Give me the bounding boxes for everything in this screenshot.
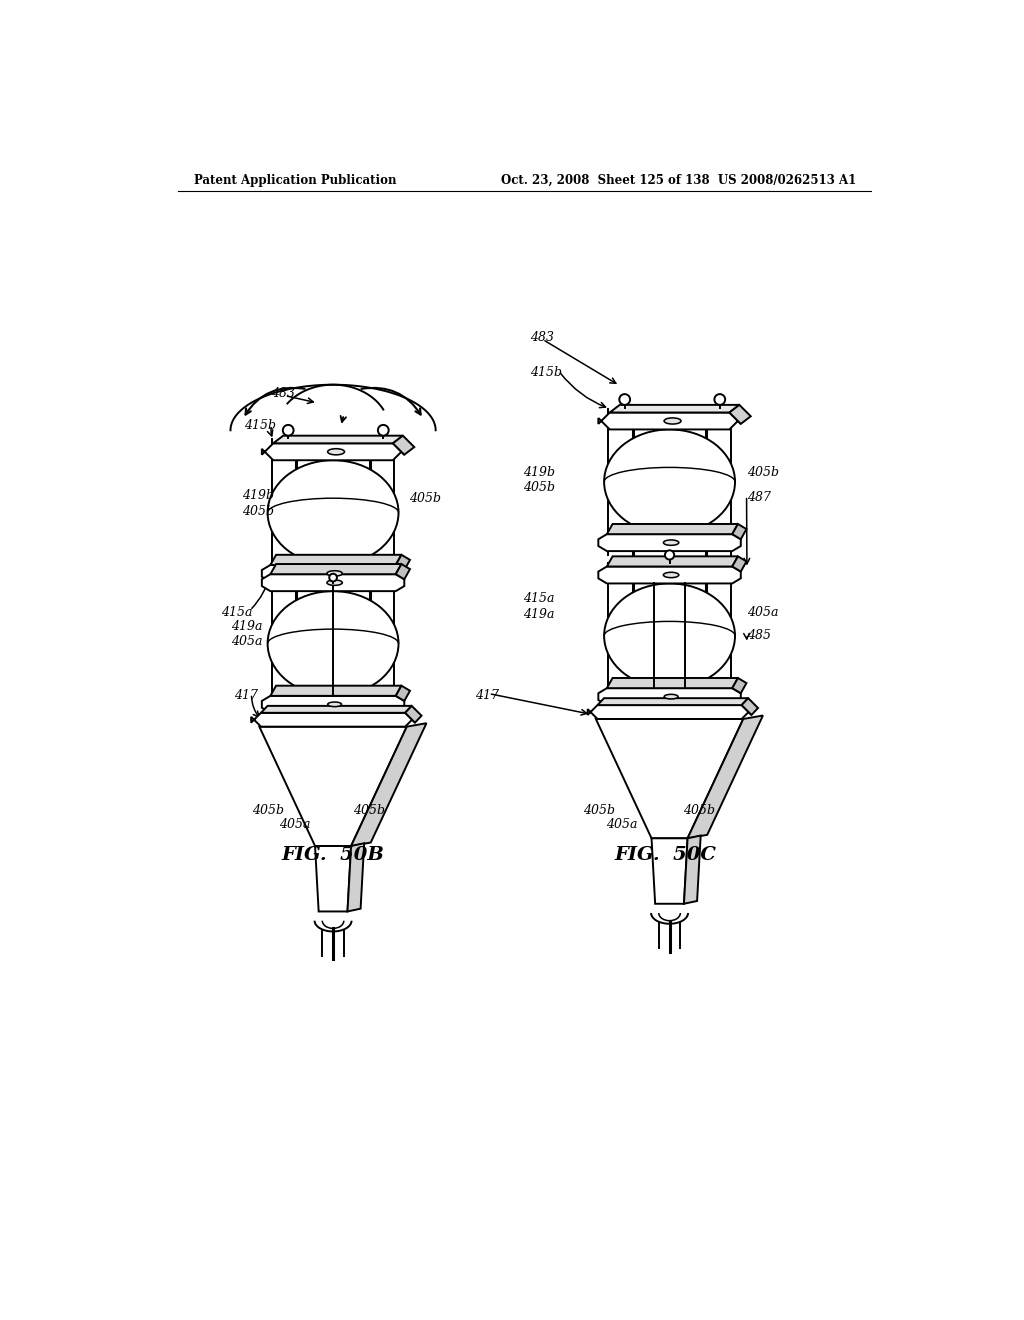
Text: 405b: 405b (523, 482, 555, 495)
Text: 483: 483 (530, 331, 554, 345)
Polygon shape (406, 706, 422, 722)
Text: 405b: 405b (410, 492, 441, 506)
Text: 405b: 405b (353, 804, 385, 817)
Polygon shape (262, 444, 404, 461)
Polygon shape (732, 556, 746, 572)
Polygon shape (609, 405, 739, 412)
Circle shape (378, 425, 389, 436)
Text: 417: 417 (234, 689, 258, 702)
Text: 419a: 419a (230, 620, 262, 634)
Polygon shape (347, 843, 365, 911)
Polygon shape (270, 554, 401, 565)
Text: 405a: 405a (230, 635, 262, 648)
Polygon shape (596, 719, 743, 838)
Polygon shape (607, 524, 738, 535)
Polygon shape (598, 535, 740, 552)
Polygon shape (351, 723, 426, 846)
Text: Patent Application Publication: Patent Application Publication (194, 174, 396, 187)
Ellipse shape (327, 570, 342, 576)
Ellipse shape (665, 694, 678, 700)
Ellipse shape (664, 540, 679, 545)
Polygon shape (741, 698, 758, 715)
Polygon shape (315, 846, 351, 911)
Text: 415b: 415b (530, 366, 562, 379)
Circle shape (283, 425, 294, 436)
Polygon shape (598, 688, 740, 705)
Text: 415b: 415b (244, 418, 275, 432)
Text: 419b: 419b (243, 490, 274, 502)
Text: 405b: 405b (584, 804, 615, 817)
Circle shape (665, 550, 674, 560)
Polygon shape (273, 436, 402, 444)
Text: 415a: 415a (221, 606, 253, 619)
Polygon shape (598, 412, 740, 429)
Text: 405a: 405a (606, 818, 638, 832)
Polygon shape (251, 713, 415, 726)
Polygon shape (393, 436, 415, 454)
Ellipse shape (664, 573, 679, 578)
Text: 405b: 405b (683, 804, 716, 817)
Ellipse shape (604, 583, 735, 688)
Circle shape (715, 395, 725, 405)
Circle shape (330, 574, 337, 581)
Text: FIG.  50C: FIG. 50C (614, 846, 717, 865)
Text: Oct. 23, 2008  Sheet 125 of 138  US 2008/0262513 A1: Oct. 23, 2008 Sheet 125 of 138 US 2008/0… (501, 174, 856, 187)
Polygon shape (651, 838, 687, 904)
Text: 405a: 405a (280, 818, 310, 832)
Polygon shape (732, 524, 746, 540)
Circle shape (620, 395, 630, 405)
Ellipse shape (267, 461, 398, 565)
Polygon shape (262, 565, 404, 582)
Polygon shape (270, 564, 401, 574)
Text: 405b: 405b (243, 504, 274, 517)
Polygon shape (729, 405, 751, 424)
Polygon shape (732, 678, 746, 693)
Polygon shape (607, 556, 738, 566)
Polygon shape (607, 678, 738, 688)
Polygon shape (395, 685, 410, 701)
Polygon shape (687, 715, 763, 838)
Text: 405b: 405b (252, 804, 285, 817)
Text: FIG.  50B: FIG. 50B (282, 846, 384, 865)
Ellipse shape (604, 429, 735, 535)
Polygon shape (261, 706, 412, 713)
Text: 405b: 405b (746, 466, 778, 479)
Polygon shape (270, 685, 401, 696)
Text: 483: 483 (271, 387, 296, 400)
Text: 487: 487 (746, 491, 770, 504)
Text: 419b: 419b (523, 466, 555, 479)
Ellipse shape (328, 449, 344, 455)
Ellipse shape (267, 591, 398, 696)
Text: 485: 485 (746, 630, 770, 643)
Polygon shape (262, 696, 404, 713)
Polygon shape (684, 836, 700, 904)
Polygon shape (588, 705, 752, 719)
Ellipse shape (327, 579, 342, 585)
Text: 405a: 405a (746, 606, 778, 619)
Polygon shape (598, 566, 740, 583)
Text: 419a: 419a (523, 607, 555, 620)
Ellipse shape (665, 418, 681, 424)
Polygon shape (262, 574, 404, 591)
Polygon shape (597, 698, 749, 705)
Polygon shape (395, 564, 410, 579)
Text: 415a: 415a (523, 593, 555, 606)
Polygon shape (395, 554, 410, 570)
Text: 417: 417 (475, 689, 500, 702)
Polygon shape (259, 726, 407, 846)
Ellipse shape (328, 702, 342, 706)
